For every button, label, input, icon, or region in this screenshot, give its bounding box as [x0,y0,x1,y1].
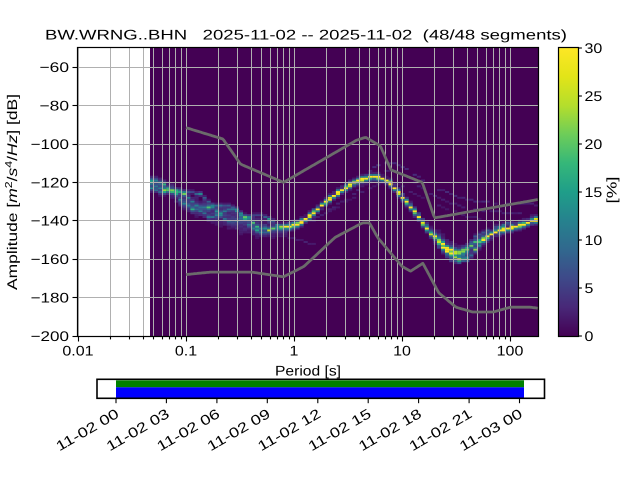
svg-text:−60: −60 [40,59,70,75]
svg-text:−100: −100 [31,136,70,152]
svg-text:−140: −140 [31,213,70,229]
svg-text:0: 0 [585,328,594,344]
svg-text:−120: −120 [31,174,70,190]
svg-text:−200: −200 [31,328,70,344]
svg-text:5: 5 [585,280,594,296]
svg-text:10: 10 [585,232,603,248]
svg-text:0.01: 0.01 [62,343,93,359]
svg-text:10: 10 [393,343,411,359]
svg-text:20: 20 [585,136,603,152]
svg-text:Period [s]: Period [s] [275,362,341,378]
svg-text:25: 25 [585,88,603,104]
svg-text:1: 1 [290,343,299,359]
svg-text:100: 100 [497,343,524,359]
svg-text:0.1: 0.1 [175,343,198,359]
svg-text:[%]: [%] [604,177,620,204]
svg-text:−180: −180 [31,290,70,306]
svg-text:30: 30 [585,40,603,56]
svg-text:−160: −160 [31,251,70,267]
svg-text:−80: −80 [40,98,70,114]
svg-text:Amplitude [m2/s4/Hz] [dB]: Amplitude [m2/s4/Hz] [dB] [4,94,20,290]
svg-text:15: 15 [585,184,603,200]
svg-text:BW.WRNG..BHN 2025-11-02 -- 2: BW.WRNG..BHN 2025-11-02 -- 2025-11-02 (4… [45,27,567,43]
